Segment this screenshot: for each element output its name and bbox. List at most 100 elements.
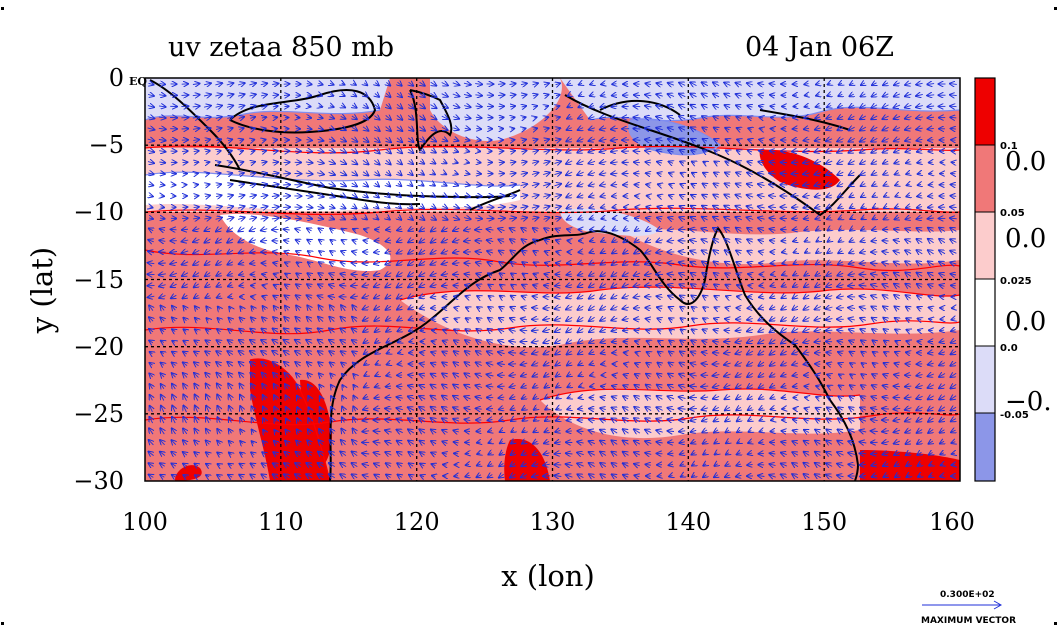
- wind-vector: [420, 150, 425, 153]
- y-axis-label: y (lat): [25, 247, 59, 334]
- wind-vector: [929, 319, 932, 320]
- wind-vector: [215, 83, 222, 85]
- wind-vector: [364, 94, 368, 97]
- wind-vector: [251, 128, 255, 129]
- wind-vector: [398, 172, 402, 175]
- wind-vector: [566, 139, 572, 142]
- wind-vector: [871, 138, 878, 141]
- wind-vector: [917, 151, 922, 152]
- wind-vector: [351, 161, 358, 165]
- wind-vector: [950, 95, 957, 96]
- wind-vector: [871, 105, 877, 108]
- wind-vector: [612, 95, 617, 96]
- wind-vector: [702, 116, 707, 119]
- wind-vector: [226, 83, 234, 85]
- wind-vector: [611, 117, 618, 118]
- wind-vector: [351, 172, 358, 176]
- wind-vector: [905, 128, 912, 130]
- colorbar-large-label-3: 0.0: [1005, 307, 1046, 337]
- wind-vector: [714, 139, 718, 141]
- wind-vector: [589, 106, 594, 108]
- wind-vector: [386, 104, 391, 108]
- wind-vector: [578, 409, 583, 410]
- wind-vector: [600, 139, 607, 141]
- wind-vector: [305, 162, 313, 163]
- wind-vector: [497, 207, 505, 208]
- wind-vector: [328, 172, 335, 175]
- wind-vector: [239, 128, 243, 129]
- wind-vector: [454, 173, 457, 174]
- wind-vector: [353, 94, 357, 96]
- wind-vector: [883, 161, 888, 164]
- wind-vector: [194, 151, 199, 152]
- wind-vector: [657, 162, 662, 163]
- wind-vector: [409, 149, 414, 153]
- wind-vector: [374, 127, 379, 131]
- wind-vector: [147, 106, 154, 108]
- wind-vector: [656, 117, 663, 119]
- wind-vector: [545, 117, 548, 118]
- wind-vector: [861, 94, 866, 97]
- wind-vector: [533, 95, 538, 96]
- wind-vector: [770, 84, 776, 85]
- wind-vector: [520, 162, 527, 163]
- wind-vector: [544, 285, 549, 286]
- wind-vector: [715, 150, 718, 152]
- wind-vector: [578, 106, 582, 108]
- wind-vector: [645, 106, 652, 107]
- wind-vector: [601, 84, 605, 85]
- wind-vector: [803, 151, 810, 152]
- x-tick-160: 160: [929, 508, 975, 536]
- wind-vector: [589, 128, 595, 130]
- neg-zone-sulawesi: [430, 78, 562, 141]
- wind-vector: [521, 95, 526, 96]
- wind-vector: [533, 139, 538, 140]
- wind-vector: [432, 161, 436, 163]
- y-tick-minus10: −10: [73, 198, 124, 226]
- wind-vector: [645, 308, 652, 309]
- wind-vector: [307, 84, 312, 85]
- wind-vector: [262, 162, 267, 163]
- wind-vector: [567, 241, 570, 242]
- wind-vector: [319, 106, 322, 107]
- wind-vector: [194, 162, 198, 163]
- wind-vector: [420, 93, 425, 97]
- wind-vector: [667, 263, 675, 264]
- wind-vector: [497, 218, 505, 219]
- wind-vector: [927, 106, 935, 107]
- wind-vector: [816, 95, 819, 96]
- wind-vector: [534, 117, 537, 118]
- wind-vector: [328, 161, 335, 164]
- wind-vector: [409, 172, 413, 175]
- wind-vector: [724, 83, 731, 86]
- wind-vector: [702, 94, 708, 97]
- colorbar-large-label-2: 0.0: [1005, 224, 1046, 254]
- colorbar-swatch-1: [975, 78, 995, 145]
- wind-vector: [476, 173, 481, 174]
- wind-vector: [342, 94, 345, 96]
- wind-vector: [815, 128, 821, 130]
- wind-vector: [193, 140, 199, 141]
- wind-vector: [860, 127, 867, 130]
- wind-vector: [159, 84, 166, 85]
- wind-vector: [634, 162, 640, 163]
- wind-vector: [430, 127, 437, 130]
- wind-vector: [848, 285, 856, 286]
- wind-vector: [204, 117, 210, 118]
- colorbar-label-0.05: 0.05: [1000, 208, 1025, 219]
- wind-vector: [861, 83, 865, 85]
- wind-vector: [882, 116, 889, 119]
- wind-vector: [566, 150, 573, 153]
- wind-vector: [464, 117, 470, 118]
- wind-vector: [217, 162, 220, 163]
- wind-vector: [554, 150, 561, 152]
- wind-vector: [386, 82, 390, 85]
- wind-vector: [228, 128, 233, 130]
- wind-vector: [725, 116, 730, 118]
- wind-vector: [554, 139, 561, 141]
- wind-vector: [747, 162, 752, 164]
- wind-vector: [849, 116, 855, 119]
- wind-vector: [330, 117, 335, 119]
- wind-vector: [206, 162, 210, 163]
- wind-vector: [509, 95, 516, 96]
